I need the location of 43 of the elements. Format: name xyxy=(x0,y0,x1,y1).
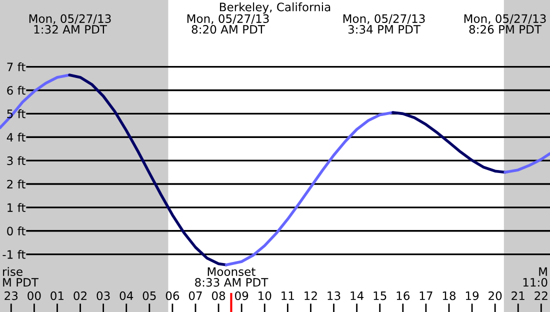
y-tick-label: 1 ft xyxy=(8,203,26,212)
x-tick-label: 07 xyxy=(188,291,202,300)
x-tick-label: 14 xyxy=(350,292,364,300)
annotation: Mon, 05/27/13 8:26 PM PDT xyxy=(464,14,546,34)
y-tick-label: 0 ft xyxy=(7,226,26,236)
x-tick-label: 09 xyxy=(235,291,248,300)
x-tick-label: 17 xyxy=(420,292,432,300)
annotation: rise M PDT xyxy=(3,267,39,287)
y-tick-label: 5 ft xyxy=(7,109,26,118)
annotation: Mon, 05/27/13 8:20 AM PDT xyxy=(187,14,269,34)
annotation: Mon, 05/27/13 3:34 PM PDT xyxy=(343,14,425,34)
x-tick-label: 20 xyxy=(488,291,502,300)
y-tick-label: -1 ft xyxy=(2,250,26,259)
ref-line-label: Moonset 8:33 AM PDT xyxy=(195,267,268,287)
x-tick-label: 22 xyxy=(534,291,548,300)
y-tick-label: 2 ft xyxy=(7,180,26,188)
x-tick-label: 05 xyxy=(142,291,156,300)
y-tick-label: 6 ft xyxy=(7,86,26,95)
line-series xyxy=(392,111,506,174)
annotation: M 11:0 xyxy=(523,267,548,287)
x-tick-label: 18 xyxy=(442,291,456,300)
x-tick-label: 19 xyxy=(466,291,479,300)
x-tick-label: 23 xyxy=(4,291,18,300)
x-tick-label: 06 xyxy=(166,291,180,300)
y-tick-label: 3 ft xyxy=(7,156,26,166)
x-tick-label: 08 xyxy=(212,291,226,300)
x-tick-label: 15 xyxy=(374,292,386,300)
x-tick-label: 00 xyxy=(28,291,41,300)
line-series xyxy=(0,74,71,130)
x-tick-label: 21 xyxy=(512,291,524,300)
annotation: Mon, 05/27/13 1:32 AM PDT xyxy=(29,14,111,34)
x-tick-label: 16 xyxy=(396,291,410,300)
chart-title: Berkeley, California xyxy=(220,2,330,14)
x-tick-label: 01 xyxy=(50,291,64,300)
x-tick-label: 11 xyxy=(282,292,294,300)
x-tick-label: 13 xyxy=(328,291,340,300)
x-tick-label: 10 xyxy=(258,291,272,300)
x-tick-label: 03 xyxy=(96,291,110,300)
y-tick-label: 7 ft xyxy=(7,62,26,72)
y-tick-label: 4 ft xyxy=(6,132,26,142)
x-tick-label: 12 xyxy=(304,291,317,300)
x-tick-label: 04 xyxy=(120,291,134,300)
x-tick-label: 02 xyxy=(74,291,86,300)
